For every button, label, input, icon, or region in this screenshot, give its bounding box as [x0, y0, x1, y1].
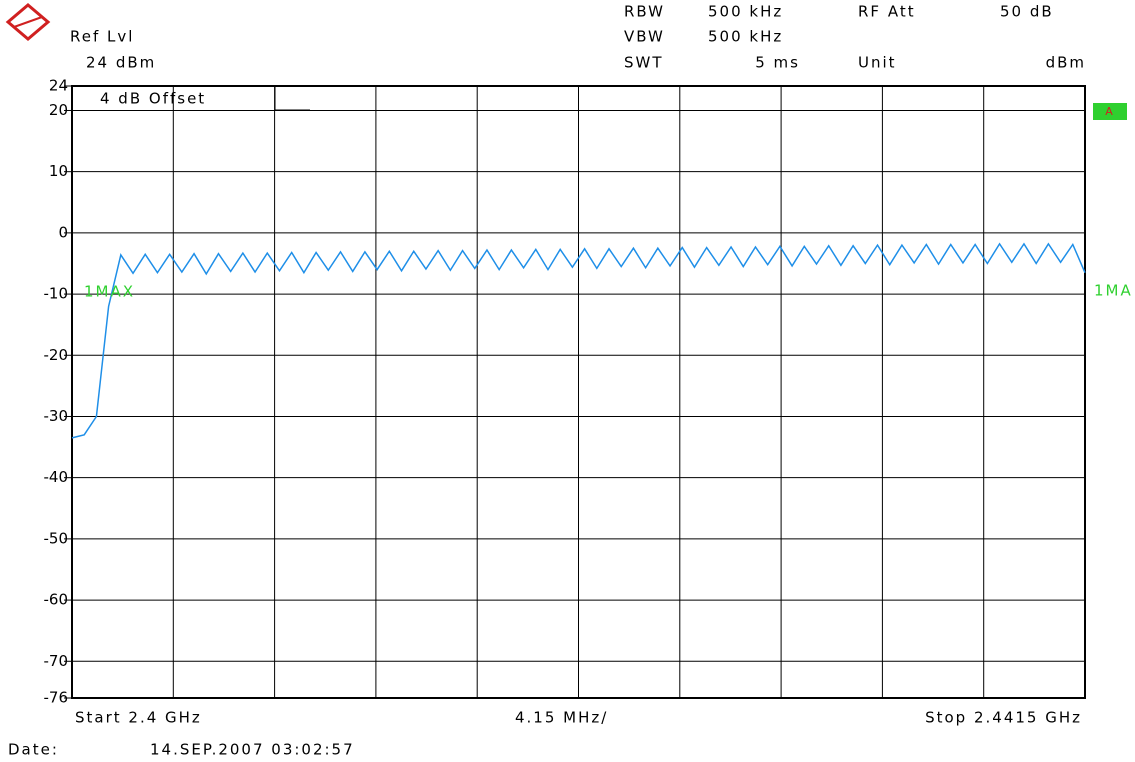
y-tick-label: 10: [49, 162, 68, 180]
y-tick-label: -70: [44, 652, 69, 670]
y-tick-label: -30: [44, 407, 69, 425]
legend-label: 1MAX: [84, 283, 135, 301]
swt-label: SWT: [624, 54, 664, 72]
rf-att-label: RF Att: [858, 3, 916, 21]
span-label: 4.15 MHz/: [515, 709, 608, 727]
y-tick-label: -10: [44, 285, 69, 303]
y-tick-label: 24: [49, 77, 68, 95]
trace-badge: A: [1105, 105, 1115, 118]
y-tick-label: 0: [58, 223, 68, 241]
date-label: Date:: [8, 741, 59, 759]
date-value: 14.SEP.2007 03:02:57: [150, 741, 355, 759]
y-tick-label: -50: [44, 529, 69, 547]
stop-label: Stop 2.4415 GHz: [925, 709, 1082, 727]
right-marker: 1MA: [1094, 282, 1133, 300]
rbw-value: 500 kHz: [708, 3, 783, 21]
trace-badge-box: [1093, 103, 1127, 120]
ref-label: Ref Lvl: [70, 28, 134, 46]
y-tick-label: -40: [44, 468, 69, 486]
y-tick-label: -76: [44, 689, 69, 707]
start-label: Start 2.4 GHz: [75, 709, 202, 727]
trace: [71, 242, 1086, 439]
y-tick-label: 20: [49, 101, 68, 119]
unit-label: Unit: [858, 54, 897, 72]
y-tick-label: -60: [44, 591, 69, 609]
y-tick-label: -20: [44, 346, 69, 364]
unit-value: dBm: [1046, 54, 1086, 72]
swt-value: 5 ms: [755, 54, 800, 72]
vbw-label: VBW: [624, 28, 665, 46]
vbw-value: 500 kHz: [708, 28, 783, 46]
rf-att-value: 50 dB: [1000, 3, 1054, 21]
logo: [5, 3, 51, 41]
offset-label: 4 dB Offset: [100, 90, 206, 108]
rbw-label: RBW: [624, 3, 665, 21]
ref-value: 24 dBm: [86, 54, 156, 72]
